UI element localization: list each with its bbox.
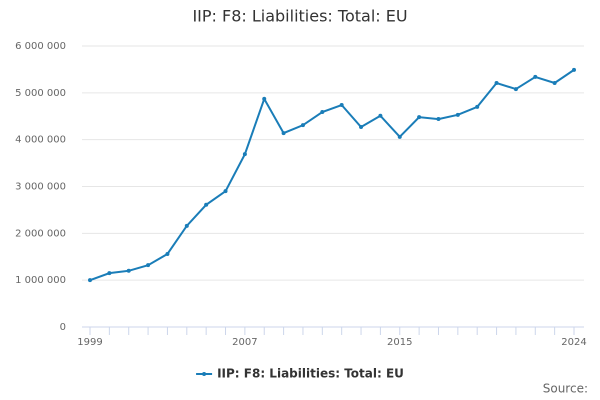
data-point xyxy=(300,123,305,128)
data-point xyxy=(455,112,460,117)
series-line xyxy=(89,69,575,282)
source-label: Source: xyxy=(543,382,588,396)
data-point xyxy=(165,251,170,256)
data-point xyxy=(107,271,112,276)
data-point xyxy=(126,268,131,273)
y-tick-label: 1 000 000 xyxy=(15,275,66,286)
data-point xyxy=(552,80,557,85)
data-point xyxy=(436,117,441,122)
data-point xyxy=(417,115,422,120)
data-point xyxy=(378,113,383,118)
x-tick-label: 2015 xyxy=(387,337,412,348)
legend-marker xyxy=(202,372,207,376)
legend-label: IIP: F8: Liabilities: Total: EU xyxy=(217,367,404,381)
data-point xyxy=(281,131,286,136)
x-tick-label: 1999 xyxy=(77,337,102,348)
data-point xyxy=(262,96,267,101)
data-point xyxy=(223,189,228,194)
data-point xyxy=(572,67,576,72)
x-tick-label: 2007 xyxy=(232,337,257,348)
y-tick-label: 6 000 000 xyxy=(15,41,66,52)
data-point xyxy=(242,152,247,157)
data-point xyxy=(513,87,518,92)
data-point xyxy=(397,134,402,139)
y-tick-label: 5 000 000 xyxy=(15,88,66,99)
data-point xyxy=(184,223,189,228)
y-tick-label: 4 000 000 xyxy=(15,135,66,146)
y-tick-label: 3 000 000 xyxy=(15,182,66,193)
data-point xyxy=(494,80,499,85)
data-point xyxy=(146,263,151,268)
data-point xyxy=(359,125,364,130)
data-point xyxy=(533,74,538,79)
data-point xyxy=(339,103,344,108)
x-tick-label: 2024 xyxy=(561,337,586,348)
data-point xyxy=(475,104,480,109)
data-point xyxy=(320,110,325,115)
data-point xyxy=(88,278,92,283)
y-tick-label: 0 xyxy=(60,322,66,333)
data-point xyxy=(204,202,209,207)
y-tick-label: 2 000 000 xyxy=(15,228,66,239)
chart-title: IIP: F8: Liabilities: Total: EU xyxy=(192,7,407,26)
